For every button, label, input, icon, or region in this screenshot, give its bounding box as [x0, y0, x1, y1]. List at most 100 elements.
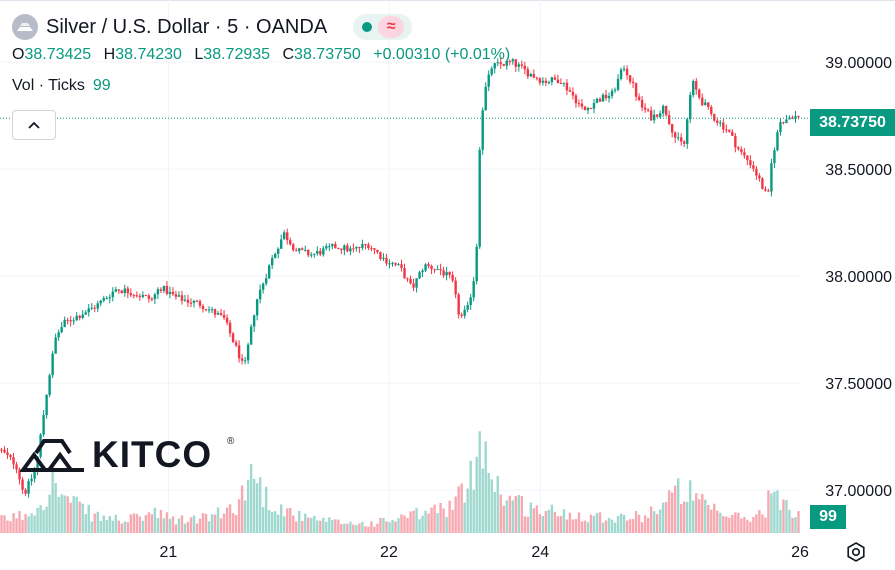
- price-axis[interactable]: 39.00000 38.50000 38.00000 37.50000 37.00000: [825, 55, 892, 500]
- candle-body: [15, 464, 18, 470]
- volume-bar: [403, 515, 406, 533]
- volume-bar: [409, 511, 412, 533]
- candle-body: [701, 97, 704, 106]
- candle-body: [607, 95, 611, 99]
- volume-bar: [219, 518, 223, 533]
- volume-bar: [740, 518, 743, 533]
- volume-bar: [773, 491, 776, 533]
- volume-bar: [770, 493, 773, 533]
- volume-bar: [713, 503, 716, 533]
- volume-bar: [764, 517, 767, 533]
- volume-bar: [427, 513, 430, 533]
- symbol-title[interactable]: Silver / U.S. Dollar · 5 · OANDA: [46, 15, 328, 38]
- volume-bar: [430, 507, 433, 533]
- volume-bar: [541, 516, 545, 533]
- candle-body: [436, 269, 439, 271]
- candle-body: [553, 77, 557, 80]
- candle-body: [725, 129, 728, 131]
- volume-bar: [0, 515, 3, 533]
- candle-body: [640, 99, 644, 108]
- candle-body: [87, 308, 90, 313]
- candle-body: [93, 307, 96, 309]
- volume-bar: [349, 521, 352, 533]
- candle-body: [355, 246, 358, 249]
- volume-bar: [457, 486, 460, 533]
- candle-body: [99, 300, 102, 304]
- candle-body: [283, 232, 286, 240]
- x-tick-label: 22: [380, 544, 398, 561]
- volume-bar: [337, 519, 340, 533]
- volume-bar: [472, 489, 475, 533]
- approx-wave-icon[interactable]: ≈: [378, 16, 405, 38]
- status-pill[interactable]: ≈: [353, 14, 413, 40]
- candle-body: [634, 83, 638, 97]
- candle-body: [797, 116, 800, 118]
- candle-body: [51, 353, 54, 376]
- volume-bar: [628, 519, 632, 533]
- volume-bar: [424, 510, 427, 533]
- candle-body: [643, 107, 647, 110]
- candle-body: [767, 190, 770, 192]
- volume-bar: [625, 520, 629, 533]
- volume-bar: [559, 516, 563, 533]
- candle-body: [270, 257, 274, 266]
- volume-bar: [201, 513, 205, 533]
- candle-body: [105, 297, 108, 299]
- volume-bar: [731, 515, 734, 533]
- candle-body: [755, 168, 758, 176]
- volume-bar: [355, 525, 358, 533]
- candle-body: [689, 95, 692, 120]
- volume-bar: [162, 518, 166, 533]
- candle-body: [210, 309, 214, 311]
- volume-bar: [15, 518, 18, 533]
- candle-body: [761, 178, 764, 189]
- volume-bar: [27, 516, 30, 533]
- volume-bar: [556, 516, 560, 533]
- candle-body: [286, 232, 289, 241]
- candle-body: [162, 285, 166, 291]
- candle-body: [328, 246, 331, 248]
- candle-body: [541, 80, 545, 83]
- candle-body: [195, 300, 199, 302]
- candle-body: [150, 298, 154, 300]
- volume-bar: [517, 494, 520, 533]
- candle-body: [782, 122, 785, 124]
- symbol-header[interactable]: Silver / U.S. Dollar · 5 · OANDA ≈: [12, 14, 413, 40]
- volume-bar: [664, 502, 668, 533]
- candle-body: [298, 248, 301, 252]
- time-axis[interactable]: 21 22 24 26: [160, 544, 809, 561]
- candle-body: [18, 469, 21, 480]
- candle-body: [451, 274, 454, 281]
- candle-body: [177, 295, 181, 297]
- candle-body: [237, 345, 241, 359]
- candle-body: [216, 313, 220, 315]
- volume-bar: [228, 504, 232, 533]
- gear-icon[interactable]: [845, 541, 867, 563]
- volume-bar: [779, 510, 782, 533]
- candle-body: [207, 309, 211, 311]
- candle-body: [186, 299, 190, 303]
- candle-body: [514, 59, 517, 67]
- volume-bar: [547, 509, 551, 533]
- candle-body: [770, 163, 773, 192]
- candle-body: [24, 489, 27, 494]
- volume-bar: [442, 508, 445, 533]
- candle-body: [138, 296, 142, 298]
- x-tick-label: 24: [531, 544, 549, 561]
- collapse-legend-button[interactable]: [12, 110, 56, 140]
- volume-bar: [589, 514, 593, 533]
- candle-body: [322, 248, 325, 255]
- candle-body: [496, 62, 499, 64]
- volume-bar: [463, 502, 466, 533]
- volume-legend[interactable]: Vol · Ticks 99: [12, 77, 111, 95]
- candle-body: [313, 253, 316, 255]
- volume-bar: [604, 520, 608, 533]
- candle-body: [255, 299, 259, 316]
- candle-body: [433, 269, 436, 271]
- volume-bar: [631, 518, 635, 533]
- candle-body: [358, 246, 361, 248]
- candle-body: [565, 82, 569, 91]
- candle-body: [304, 249, 307, 251]
- volume-bar: [126, 522, 130, 533]
